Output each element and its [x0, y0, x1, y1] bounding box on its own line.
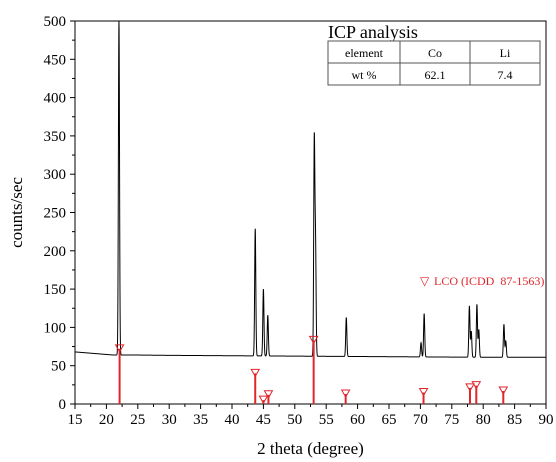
reference-marker — [465, 383, 475, 392]
x-tick-label: 70 — [413, 412, 428, 428]
y-tick-label: 500 — [44, 14, 67, 30]
y-tick-label: 0 — [59, 397, 67, 413]
y-tick-label: 50 — [51, 359, 66, 375]
x-tick-label: 25 — [130, 412, 145, 428]
x-tick-label: 60 — [350, 412, 365, 428]
icp-table-title: ICP analysis — [328, 22, 418, 42]
reference-sticks — [114, 335, 509, 405]
y-tick-label: 100 — [44, 320, 67, 336]
reference-marker — [418, 388, 429, 397]
xrd-pattern — [74, 20, 546, 358]
axes: 15 20 25 30 35 40 45 50 55 60 65 70 75 80 85 90 0 50 100 15… — [7, 14, 554, 458]
icp-table-cell: wt % — [352, 68, 377, 82]
reference-marker — [263, 390, 274, 399]
x-tick-label: 75 — [444, 412, 459, 428]
x-tick-label: 15 — [68, 412, 83, 428]
icp-table-header-cell: element — [345, 46, 384, 60]
icp-table-header-cell: Li — [500, 46, 511, 60]
y-axis-title: counts/sec — [7, 177, 26, 248]
x-axis-title: 2 theta (degree) — [257, 439, 364, 458]
icp-table: ICP analysis element Co Li wt % 62.1 7.4 — [327, 22, 541, 86]
reference-marker — [308, 335, 319, 345]
x-tick-label: 50 — [287, 412, 302, 428]
icp-table-header-cell: Co — [428, 46, 442, 60]
y-tick-label: 450 — [44, 52, 67, 68]
y-tick-label: 150 — [44, 282, 67, 298]
legend: ▽ LCO (ICDD 87-1563) — [420, 274, 544, 288]
x-tick-label: 55 — [319, 412, 334, 428]
reference-marker — [471, 381, 482, 390]
x-tick-label: 90 — [539, 412, 554, 428]
x-tick-label: 40 — [225, 412, 240, 428]
icp-table-cell: 7.4 — [498, 68, 513, 82]
icp-table-cell: 62.1 — [425, 68, 446, 82]
y-tick-label: 300 — [44, 167, 67, 183]
legend-label: LCO (ICDD 87-1563) — [434, 274, 544, 288]
reference-marker — [114, 344, 125, 353]
x-tick-label: 65 — [382, 412, 397, 428]
y-tick-label: 200 — [44, 244, 67, 260]
y-tick-label: 350 — [44, 129, 67, 145]
x-tick-label: 80 — [476, 412, 491, 428]
y-tick-label: 250 — [44, 206, 67, 222]
reference-marker — [340, 389, 351, 399]
x-tick-label: 35 — [193, 412, 208, 428]
x-tick-label: 85 — [507, 412, 522, 428]
x-tick-label: 20 — [99, 412, 114, 428]
legend-symbol: ▽ — [420, 274, 430, 288]
y-tick-label: 400 — [44, 91, 67, 107]
x-tick-label: 45 — [256, 412, 271, 428]
reference-marker — [250, 368, 261, 378]
reference-marker — [498, 386, 509, 395]
reference-marker — [258, 395, 269, 405]
x-tick-label: 30 — [162, 412, 177, 428]
xrd-line — [74, 20, 546, 358]
